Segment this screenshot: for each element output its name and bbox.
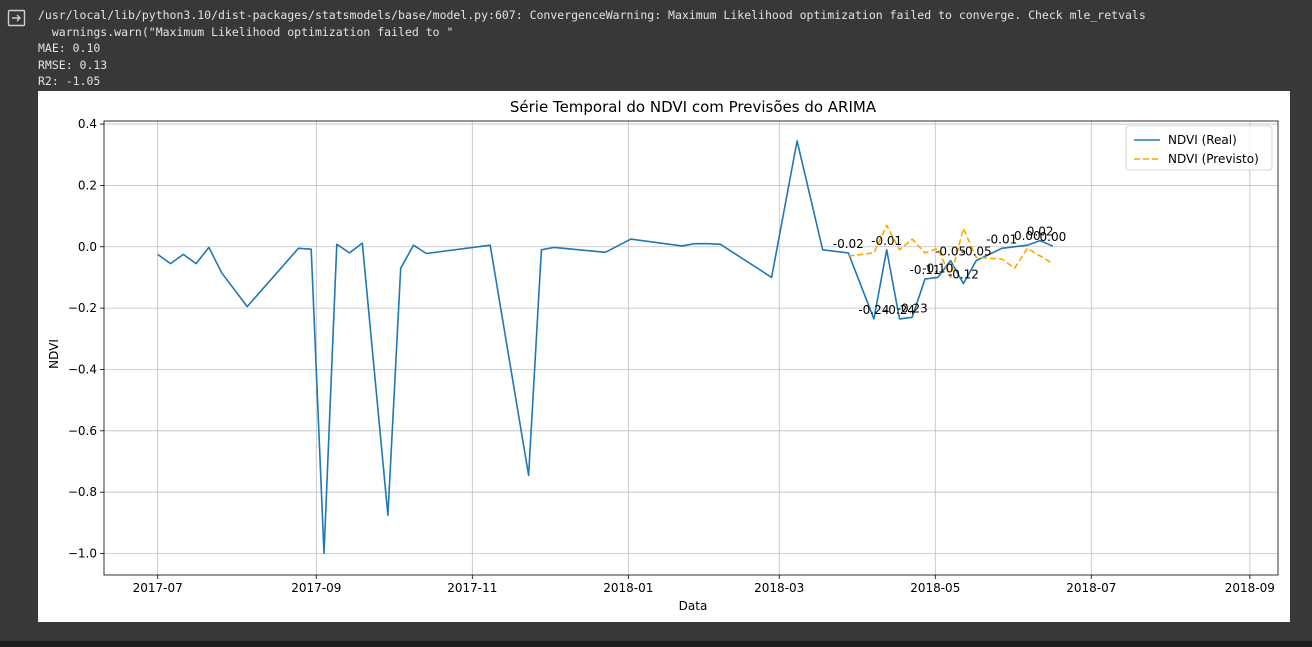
legend-label: NDVI (Previsto)	[1168, 152, 1259, 166]
y-tick-label: −0.4	[68, 362, 97, 376]
y-tick-label: −0.2	[68, 301, 97, 315]
data-label: -0.12	[948, 268, 979, 282]
data-label: 0.00	[1014, 229, 1041, 243]
x-tick-label: 2018-05	[910, 581, 960, 595]
y-axis-label: NDVI	[47, 339, 61, 369]
data-label: -0.05	[935, 245, 966, 259]
mae-value: MAE: 0.10	[38, 41, 101, 56]
data-label: -0.02	[833, 237, 864, 251]
x-tick-label: 2018-07	[1066, 581, 1116, 595]
y-tick-label: 0.4	[78, 117, 97, 131]
y-tick-label: −0.6	[68, 424, 97, 438]
data-label: -0.24	[884, 303, 915, 317]
y-tick-label: 0.0	[78, 240, 97, 254]
data-label: -0.01	[871, 234, 902, 248]
warning-line-1: /usr/local/lib/python3.10/dist-packages/…	[38, 8, 1146, 22]
series-line-forecast	[848, 224, 1054, 279]
x-axis-label: Data	[679, 599, 708, 613]
bottom-bar	[0, 641, 1312, 647]
y-tick-label: −0.8	[68, 485, 97, 499]
x-tick-label: 2018-01	[603, 581, 653, 595]
r2-value: R2: -1.05	[38, 74, 101, 89]
data-label: 0.02	[1027, 225, 1054, 239]
data-label: -0.05	[961, 245, 992, 259]
cell-output-text: /usr/local/lib/python3.10/dist-packages/…	[38, 7, 1146, 90]
data-label: -0.24	[858, 303, 889, 317]
data-label: -0.11	[910, 263, 941, 277]
data-label: -0.01	[986, 232, 1017, 246]
output-expand-icon[interactable]	[6, 7, 28, 29]
x-tick-label: 2017-11	[447, 581, 497, 595]
figure-output: 0.4 0.2 0.0 −0.2 −0.4 −0.6 −0.8 −1.0 2017-07 2017…	[38, 91, 1290, 622]
data-label: -0.10	[922, 261, 953, 275]
plot-frame	[103, 120, 1279, 576]
chart-title: Série Temporal do NDVI com Previsões do …	[510, 98, 877, 116]
y-tick-label: 0.2	[78, 178, 97, 192]
x-tick-label: 2018-09	[1225, 581, 1275, 595]
data-label: -0.23	[897, 301, 928, 315]
legend-label: NDVI (Real)	[1168, 133, 1237, 147]
x-tick-label: 2018-03	[754, 581, 804, 595]
ndvi-chart: 0.4 0.2 0.0 −0.2 −0.4 −0.6 −0.8 −1.0 2017-07 2017…	[47, 98, 1279, 613]
y-tick-label: −1.0	[68, 547, 97, 561]
x-tick-label: 2017-07	[133, 581, 183, 595]
series-line-real	[157, 140, 1054, 555]
warning-line-2: warnings.warn("Maximum Likelihood optimi…	[38, 24, 454, 39]
rmse-value: RMSE: 0.13	[38, 57, 108, 72]
legend-box	[1125, 125, 1273, 171]
x-tick-label: 2017-09	[291, 581, 341, 595]
data-label: 0.00	[1040, 230, 1067, 244]
